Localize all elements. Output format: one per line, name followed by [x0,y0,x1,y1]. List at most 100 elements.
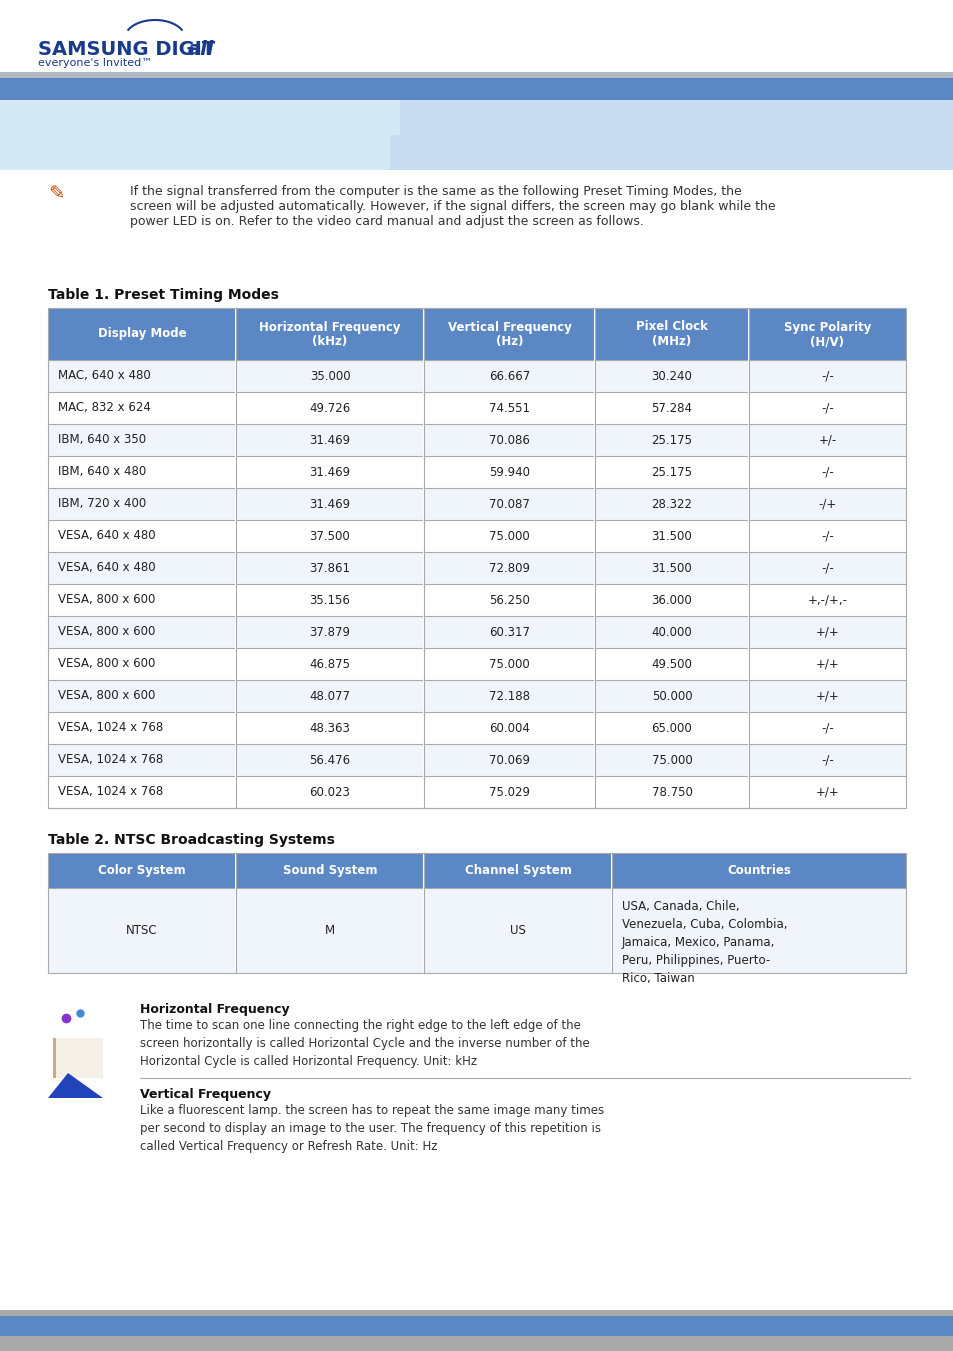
Text: 72.188: 72.188 [489,689,530,703]
Bar [48,744,905,775]
Text: VESA, 1024 x 768: VESA, 1024 x 768 [58,785,163,798]
Text: 74.551: 74.551 [489,401,530,415]
Text: -/-: -/- [821,754,833,766]
Text: ✎: ✎ [48,185,64,204]
Text: 35.156: 35.156 [309,593,350,607]
Text: 75.000: 75.000 [489,658,529,670]
Bar [48,308,905,808]
Text: 40.000: 40.000 [651,626,692,639]
Text: Sync Polarity: Sync Polarity [783,320,870,334]
Text: 70.069: 70.069 [489,754,530,766]
Bar [48,488,905,520]
Text: M: M [325,924,335,938]
Text: Color System: Color System [98,865,186,877]
Bar [0,1310,953,1316]
Text: Pixel Clock: Pixel Clock [636,320,707,334]
Text: 56.476: 56.476 [309,754,350,766]
Text: 50.000: 50.000 [651,689,692,703]
Text: VESA, 800 x 600: VESA, 800 x 600 [58,658,155,670]
Text: US: US [510,924,525,938]
Text: 49.500: 49.500 [651,658,692,670]
Bar [0,72,953,78]
Text: -/-: -/- [821,370,833,382]
Text: 65.000: 65.000 [651,721,692,735]
Text: 78.750: 78.750 [651,785,692,798]
Text: 70.087: 70.087 [489,497,529,511]
Text: (MHz): (MHz) [652,335,691,349]
Text: The time to scan one line connecting the right edge to the left edge of the
scre: The time to scan one line connecting the… [140,1019,589,1069]
Text: 70.086: 70.086 [489,434,529,446]
Text: +/+: +/+ [815,626,839,639]
Bar [0,1316,953,1336]
Text: Like a fluorescent lamp. the screen has to repeat the same image many times
per : Like a fluorescent lamp. the screen has … [140,1104,603,1152]
Bar [48,308,905,359]
Text: 66.667: 66.667 [488,370,530,382]
Text: Horizontal Frequency: Horizontal Frequency [140,1002,290,1016]
Text: SAMSUNG DIGIT: SAMSUNG DIGIT [38,41,215,59]
Text: Table 1. Preset Timing Modes: Table 1. Preset Timing Modes [48,288,278,303]
Text: 75.000: 75.000 [651,754,692,766]
Text: Channel System: Channel System [464,865,571,877]
Text: Table 2. NTSC Broadcasting Systems: Table 2. NTSC Broadcasting Systems [48,834,335,847]
Text: Countries: Countries [726,865,790,877]
Text: 37.879: 37.879 [309,626,350,639]
Text: 60.004: 60.004 [489,721,529,735]
Bar [48,648,905,680]
Text: 30.240: 30.240 [651,370,692,382]
Text: 48.363: 48.363 [309,721,350,735]
Bar [48,616,905,648]
Text: -/-: -/- [821,562,833,574]
Text: 48.077: 48.077 [309,689,350,703]
Text: (H/V): (H/V) [810,335,843,349]
Text: 49.726: 49.726 [309,401,351,415]
Bar [48,852,905,973]
Text: Vertical Frequency: Vertical Frequency [447,320,571,334]
Text: VESA, 800 x 600: VESA, 800 x 600 [58,626,155,639]
Text: VESA, 640 x 480: VESA, 640 x 480 [58,530,155,543]
Text: Display Mode: Display Mode [97,327,186,340]
Bar [48,584,905,616]
Text: 57.284: 57.284 [651,401,692,415]
Bar [48,457,905,488]
Text: 46.875: 46.875 [309,658,350,670]
Text: +,-/+,-: +,-/+,- [806,593,846,607]
Bar [48,553,905,584]
Text: 37.500: 37.500 [310,530,350,543]
Text: NTSC: NTSC [126,924,157,938]
Text: 75.029: 75.029 [489,785,530,798]
Bar [48,888,905,973]
Text: USA, Canada, Chile,
Venezuela, Cuba, Colombia,
Jamaica, Mexico, Panama,
Peru, Ph: USA, Canada, Chile, Venezuela, Cuba, Col… [621,900,786,985]
Text: Sound System: Sound System [282,865,376,877]
Text: MAC, 832 x 624: MAC, 832 x 624 [58,401,151,415]
Bar [0,78,953,100]
Text: (Hz): (Hz) [496,335,522,349]
Bar [48,520,905,553]
Bar [48,359,905,392]
Text: +/+: +/+ [815,689,839,703]
Text: all: all [188,41,214,59]
Bar [48,680,905,712]
Bar [390,100,399,135]
Text: VESA, 800 x 600: VESA, 800 x 600 [58,689,155,703]
Text: IBM, 640 x 350: IBM, 640 x 350 [58,434,146,446]
Text: 31.469: 31.469 [309,434,350,446]
Text: 25.175: 25.175 [651,466,692,478]
Text: 60.023: 60.023 [309,785,350,798]
Text: -/-: -/- [821,401,833,415]
Text: everyone's Invited™: everyone's Invited™ [38,58,152,68]
Text: MAC, 640 x 480: MAC, 640 x 480 [58,370,151,382]
Text: 25.175: 25.175 [651,434,692,446]
Bar [48,775,905,808]
Text: If the signal transferred from the computer is the same as the following Preset : If the signal transferred from the compu… [130,185,775,228]
Text: 31.500: 31.500 [651,530,692,543]
Text: 35.000: 35.000 [310,370,350,382]
Bar [48,424,905,457]
Text: 56.250: 56.250 [489,593,529,607]
Bar [53,1038,103,1078]
Bar [48,392,905,424]
Text: Horizontal Frequency: Horizontal Frequency [259,320,400,334]
Bar [48,712,905,744]
Text: VESA, 800 x 600: VESA, 800 x 600 [58,593,155,607]
Text: (kHz): (kHz) [312,335,347,349]
Text: 36.000: 36.000 [651,593,692,607]
